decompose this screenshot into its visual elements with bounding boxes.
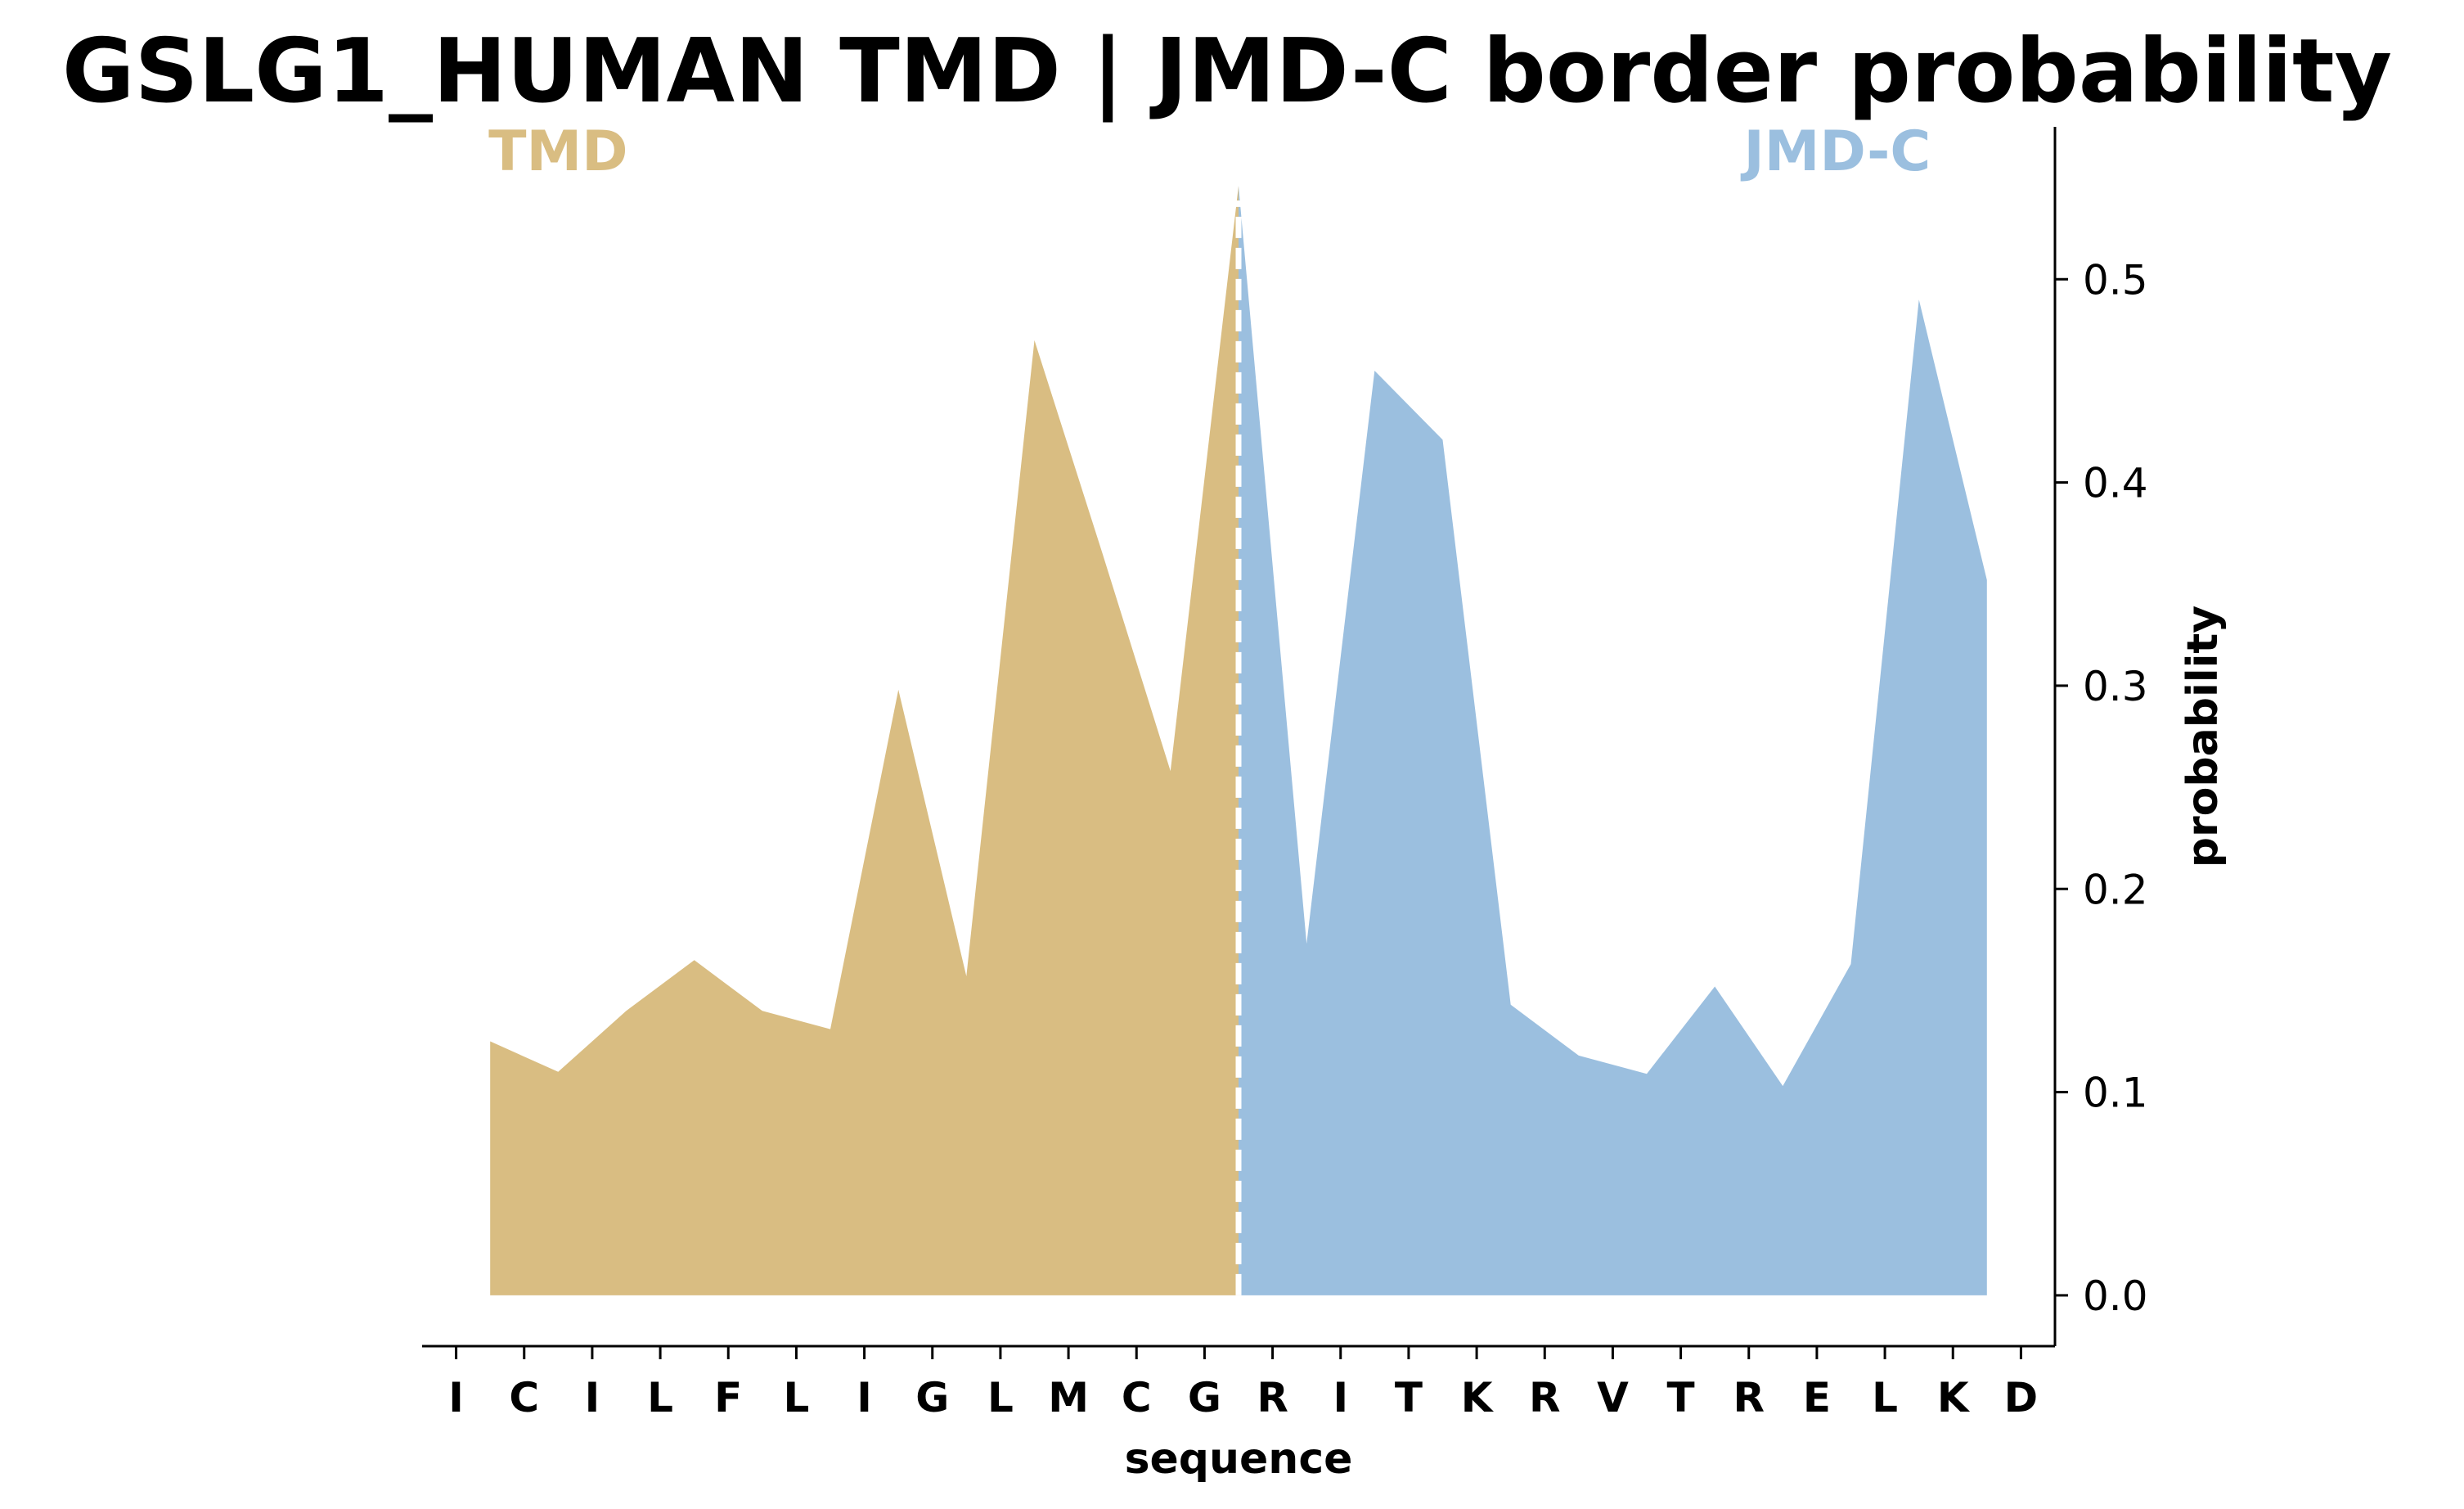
x-tick-label: G	[1188, 1374, 1221, 1421]
x-tick-label: E	[1803, 1374, 1831, 1421]
x-tick-label: K	[1937, 1374, 1971, 1421]
y-tick-label: 0.4	[2083, 460, 2148, 507]
x-tick-label: I	[448, 1374, 464, 1421]
x-tick-label: I	[857, 1374, 872, 1421]
y-tick-label: 0.0	[2083, 1273, 2148, 1320]
x-tick-label: R	[1733, 1374, 1765, 1421]
x-tick-label: T	[1395, 1374, 1423, 1421]
y-tick-label: 0.3	[2083, 663, 2148, 710]
jmdc-area	[1239, 186, 1987, 1295]
x-tick-label: M	[1048, 1374, 1089, 1421]
x-tick-label: L	[1872, 1374, 1898, 1421]
x-tick-label: L	[987, 1374, 1014, 1421]
x-axis-label: sequence	[1125, 1435, 1353, 1484]
y-axis-label: probability	[2178, 606, 2228, 867]
x-tick-label: R	[1257, 1374, 1288, 1421]
y-tick-label: 0.1	[2083, 1070, 2148, 1117]
x-tick-label: I	[585, 1374, 600, 1421]
x-tick-label: K	[1461, 1374, 1495, 1421]
x-tick-label: C	[509, 1374, 539, 1421]
x-tick-label: V	[1597, 1374, 1629, 1421]
x-tick-label: L	[783, 1374, 809, 1421]
tmd-area	[490, 186, 1239, 1295]
y-tick-label: 0.2	[2083, 866, 2148, 913]
probability-areas	[490, 186, 1987, 1295]
tmd-region-label: TMD	[488, 119, 628, 184]
x-tick-label: D	[2004, 1374, 2039, 1421]
x-tick-label: F	[714, 1374, 742, 1421]
x-tick-label: C	[1122, 1374, 1152, 1421]
x-tick-label: T	[1667, 1374, 1695, 1421]
jmdc-region-label: JMD-C	[1740, 119, 1931, 184]
y-axis-ticks: 0.0 0.1 0.2 0.3 0.4 0.5	[2055, 256, 2148, 1320]
x-tick-label: L	[647, 1374, 673, 1421]
chart-title: GSLG1_HUMAN TMD | JMD-C border probabili…	[62, 20, 2392, 123]
x-tick-label: R	[1529, 1374, 1561, 1421]
y-tick-label: 0.5	[2083, 256, 2148, 304]
x-tick-label: G	[915, 1374, 949, 1421]
x-tick-label: I	[1333, 1374, 1348, 1421]
